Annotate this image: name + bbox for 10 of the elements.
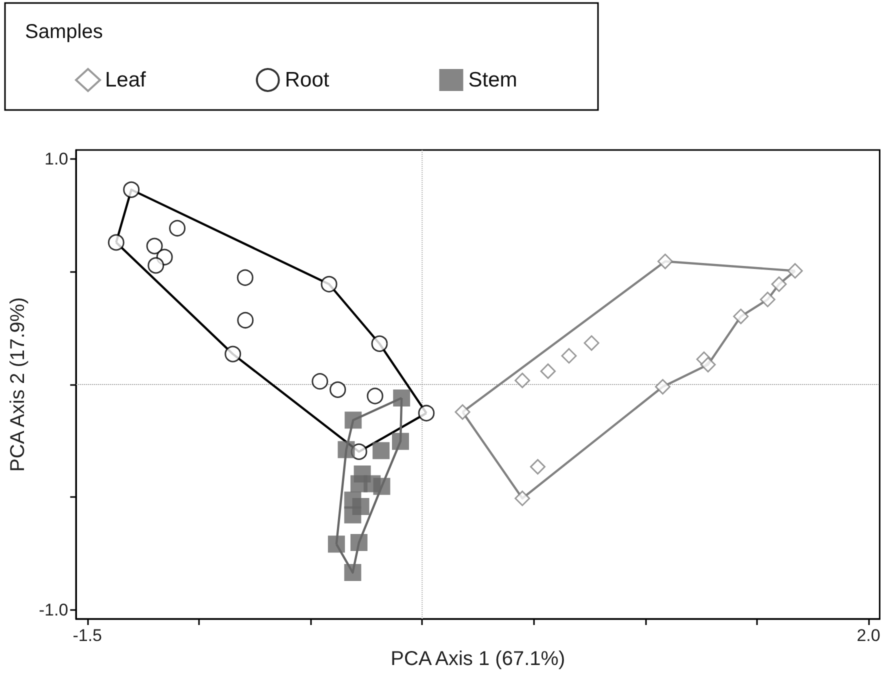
legend-label: Stem bbox=[468, 68, 518, 92]
legend-title: Samples bbox=[25, 21, 103, 43]
legend-label: Root bbox=[284, 68, 330, 92]
x-axis-title: PCA Axis 1 (67.1%) bbox=[390, 648, 566, 670]
y-axis-title: PCA Axis 2 (17.9%) bbox=[7, 297, 29, 472]
x-tick-label: -1.5 bbox=[72, 626, 102, 645]
x-tick-label: 2.0 bbox=[856, 626, 880, 645]
legend-label: Leaf bbox=[105, 68, 146, 92]
y-tick-label: -1.0 bbox=[38, 600, 68, 620]
y-tick-label: 1.0 bbox=[44, 150, 68, 169]
